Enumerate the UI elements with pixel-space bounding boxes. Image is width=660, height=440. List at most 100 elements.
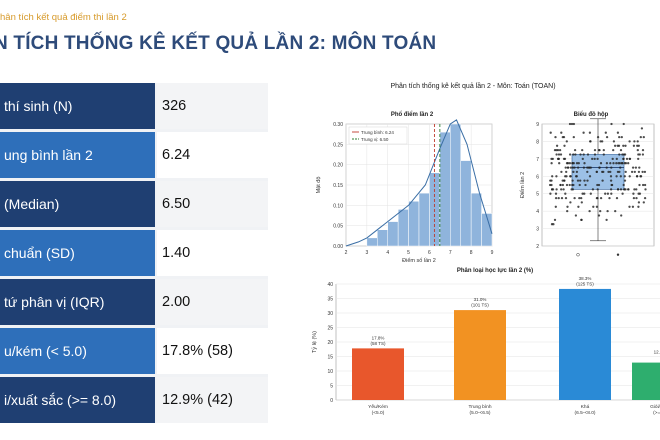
boxplot-point [560,196,564,200]
histogram-x-tick-label: 8 [470,250,473,256]
boxplot-point [581,148,584,152]
bar-chart-title: Phân loại học lực lần 2 (%) [456,268,534,274]
boxplot-point [558,148,562,152]
boxplot-y-tick-label: 9 [536,122,539,128]
stat-label: i/xuất sắc (>= 8.0) [0,377,155,423]
boxplot-point [615,157,618,161]
histogram-x-tick-label: 2 [345,250,348,256]
bar-data-label: (125 TS) [576,281,594,286]
boxplot-point [561,183,565,187]
boxplot-point [616,131,620,134]
histogram-x-tick-label: 3 [365,250,368,256]
boxplot-point [570,122,574,126]
boxplot-point [563,144,566,147]
boxplot-point [573,148,577,152]
boxplot-point [575,170,579,174]
histogram-bar [387,221,399,247]
boxplot-point [638,166,641,169]
boxplot-point [614,209,617,213]
boxplot-point [572,162,575,165]
boxplot-title: Biểu đồ hộp [573,112,609,118]
boxplot-point [630,170,634,174]
boxplot-point [583,192,586,195]
boxplot-point [566,205,569,208]
boxplot-point [561,179,564,182]
boxplot-point [639,135,642,139]
boxplot-point [619,166,622,169]
histogram-y-tick-label: 0.15 [333,183,343,189]
bar-y-tick-label: 30 [327,311,333,317]
boxplot-y-tick-label: 2 [536,244,539,250]
bar-y-tick-label: 0 [330,398,333,404]
boxplot-point [643,183,647,187]
boxplot-point [604,131,607,134]
boxplot-point [598,148,601,152]
boxplot-point [556,157,560,161]
boxplot-point [636,175,639,178]
boxplot-point [639,175,642,178]
boxplot-point [555,148,558,152]
stats-table: thí sinh (N) 326 ung bình lần 2 6.24 (Me… [0,83,268,423]
bar-category-label: Trung bình [468,404,491,410]
boxplot-point [575,175,578,178]
stat-value: 1.40 [157,230,268,276]
boxplot-point [564,175,567,178]
histogram-x-tick-label: 5 [407,250,410,256]
boxplot-point [608,196,611,200]
boxplot-point [598,166,601,169]
boxplot-point [609,179,613,182]
boxplot-point [565,170,568,174]
boxplot-point [550,188,554,191]
boxplot-point [621,153,624,156]
histogram-bar [470,192,482,247]
boxplot-point [640,127,644,130]
boxplot-point [558,162,561,165]
stat-row-count: thí sinh (N) 326 [0,83,268,129]
histogram-y-axis-label: Mật độ [316,177,322,194]
boxplot-point [588,175,592,178]
boxplot-point [632,144,636,147]
boxplot-point [551,175,554,178]
boxplot-point [612,148,615,152]
boxplot-point [623,188,626,191]
stat-row-sd: chuẩn (SD) 1.40 [0,230,268,276]
boxplot-point [586,153,590,156]
boxplot-point [552,223,555,226]
bar-category-label: (6.5-<8.0) [575,410,596,416]
boxplot-point [578,183,581,187]
boxplot-point [579,153,582,156]
boxplot-point [627,188,630,191]
boxplot-point [569,166,573,169]
boxplot-point [562,188,565,191]
boxplot-point [615,175,618,178]
boxplot-point [582,166,586,169]
boxplot-point [636,144,639,147]
boxplot-point [609,162,612,165]
boxplot-point [580,196,583,200]
classification-bar [454,310,506,400]
boxplot-point [586,170,589,174]
histogram-legend-mean-label: Trung bình: 6.24 [361,130,394,135]
boxplot-point [580,201,583,204]
boxplot-point [596,183,599,187]
histogram-bar [418,192,430,247]
bar-y-tick-label: 35 [327,297,333,303]
boxplot-point [624,144,627,147]
boxplot-point [577,205,580,208]
histogram-bar [397,209,409,247]
boxplot-point [628,140,631,143]
boxplot-point [572,122,576,126]
boxplot-point [564,196,568,200]
boxplot-point [550,179,553,182]
boxplot-point [554,196,558,200]
boxplot-point [557,153,561,156]
page-title: N TÍCH THỐNG KÊ KẾT QUẢ LẦN 2: MÔN TOÁN [0,33,437,54]
boxplot-point [613,144,617,147]
boxplot-point [635,196,638,200]
histogram-title: Phổ điểm lần 2 [390,112,434,118]
boxplot-point [637,153,640,156]
boxplot-point [623,162,626,165]
boxplot-point [550,162,553,165]
boxplot-y-tick-label: 7 [536,157,539,163]
boxplot-point [554,135,557,139]
